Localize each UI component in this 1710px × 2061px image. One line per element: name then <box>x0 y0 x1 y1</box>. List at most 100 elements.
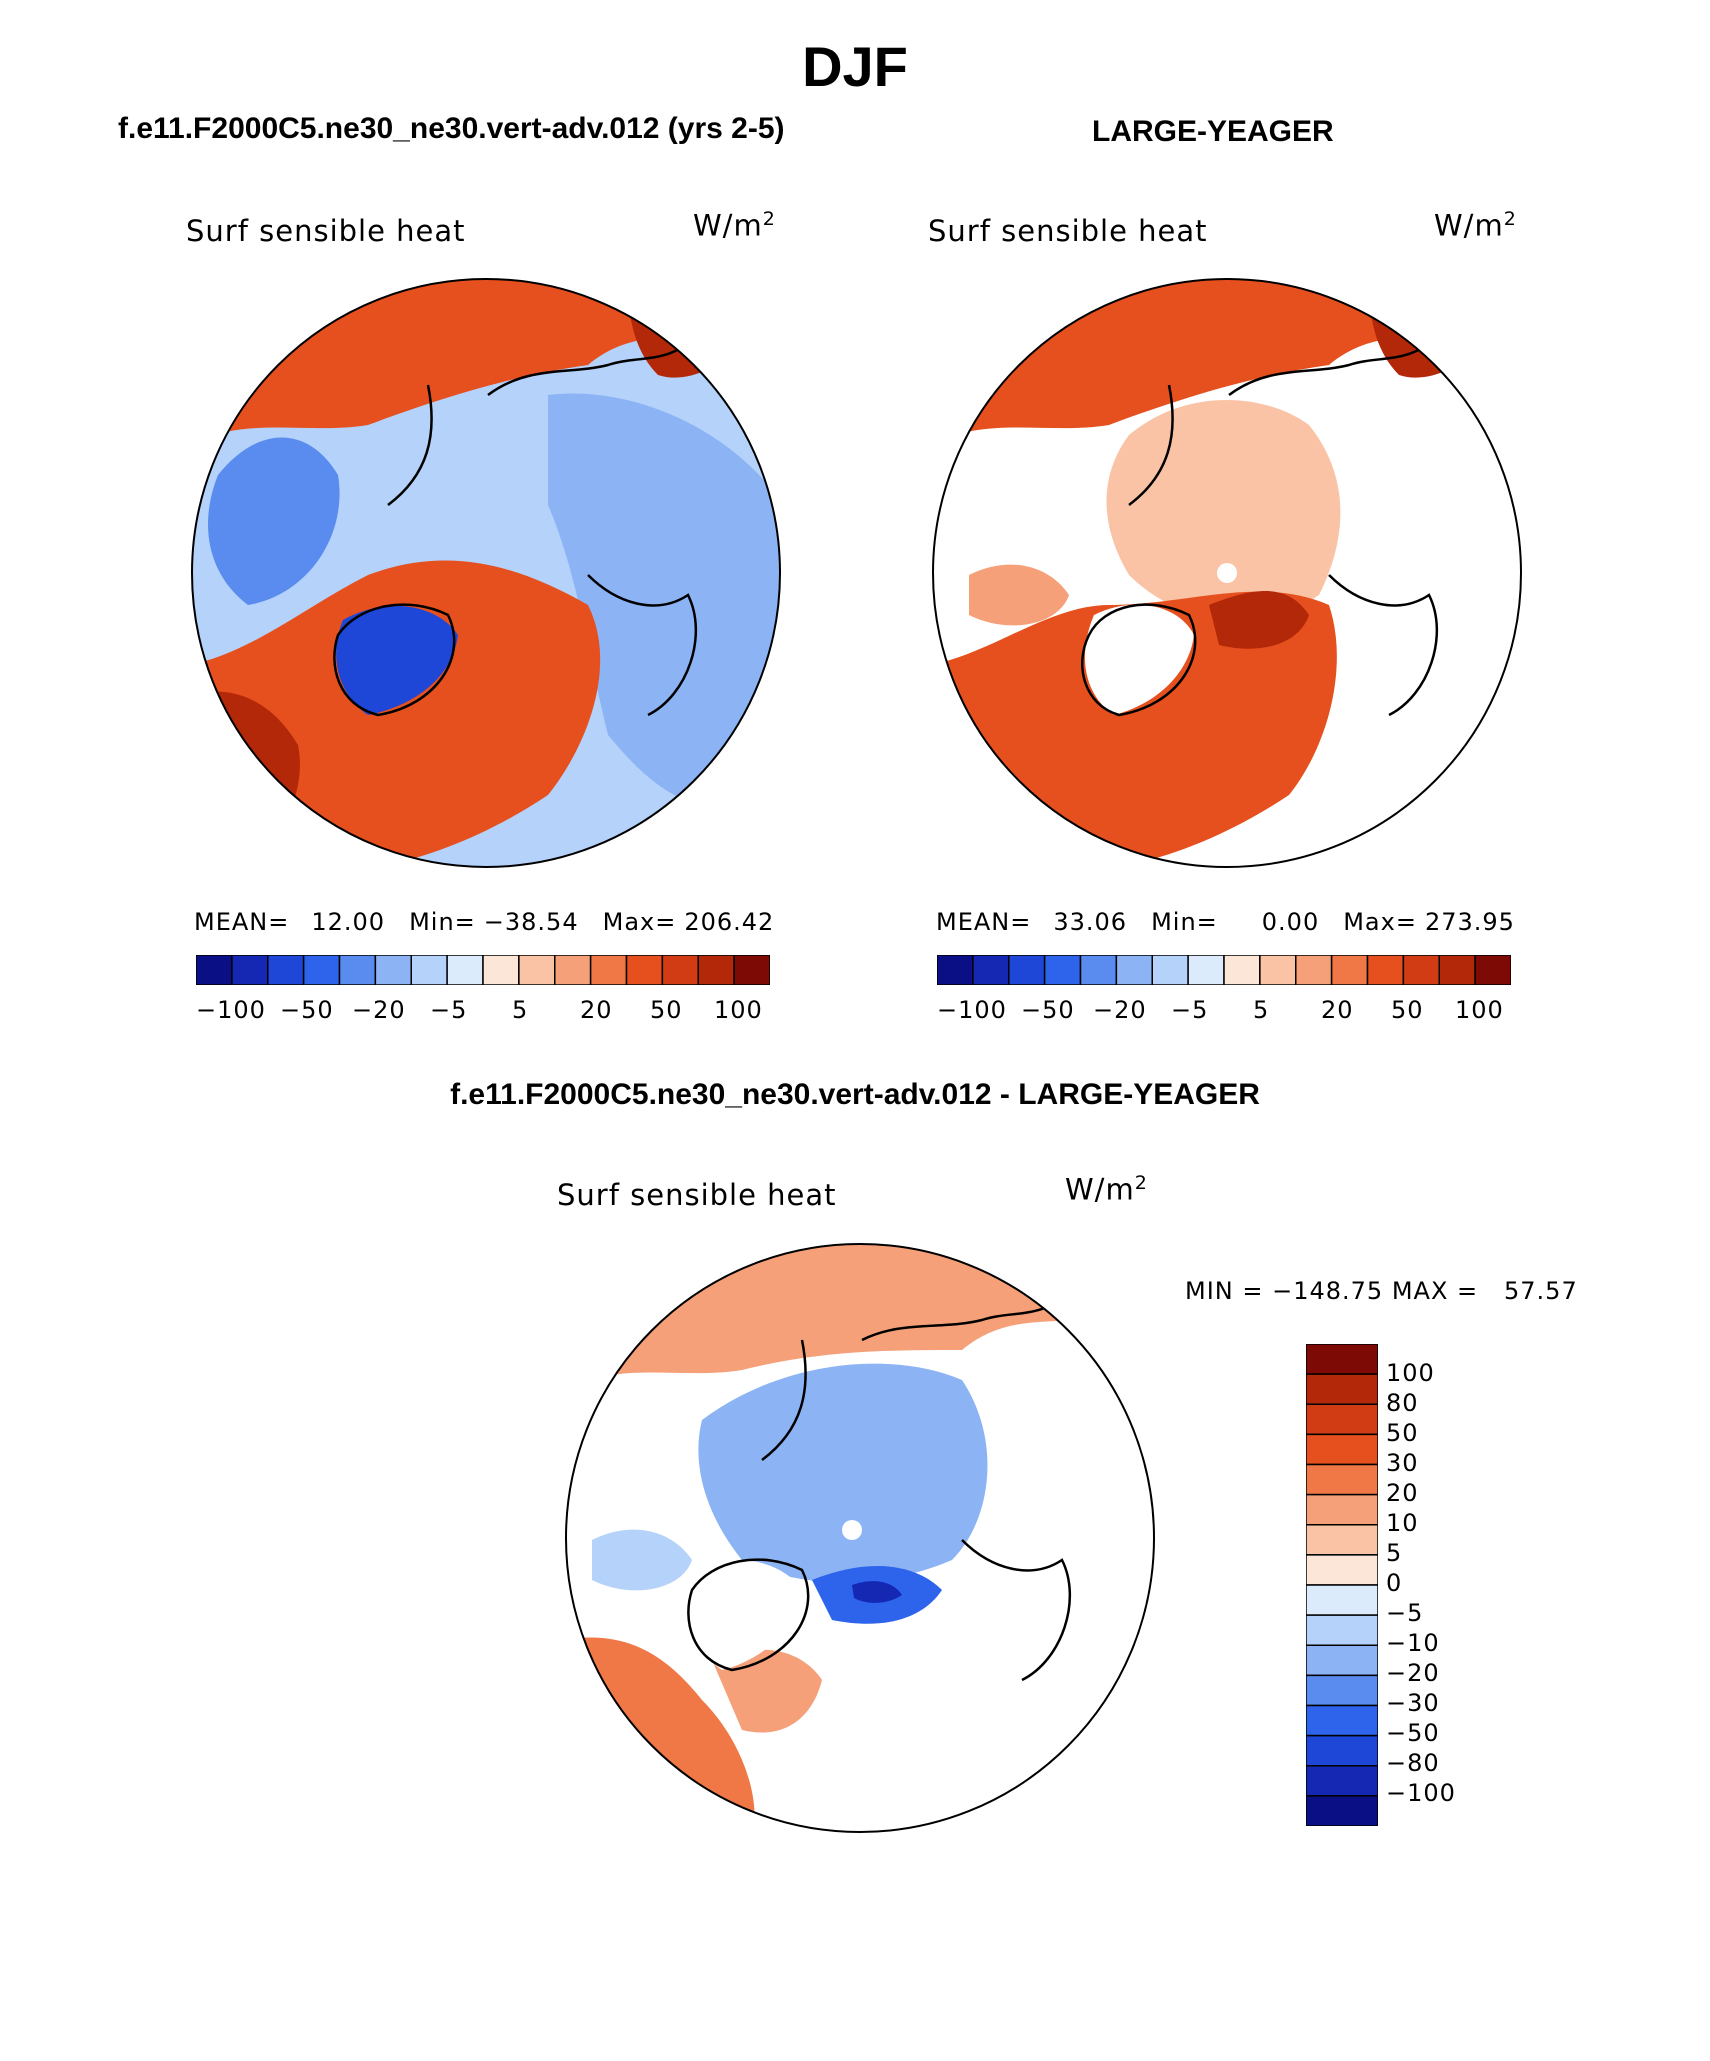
colorbar-box <box>697 955 735 985</box>
obs-polar-map <box>932 278 1522 868</box>
page-title: DJF <box>802 35 908 98</box>
colorbar-box <box>1306 1734 1378 1767</box>
model-colorbar-tick: 100 <box>714 996 763 1024</box>
model-greenland-cold <box>336 605 458 715</box>
obs-arctic-ocean <box>1106 400 1341 620</box>
model-colorbar-ticks: −100 −50 −20 −5 5 20 50 100 <box>190 996 790 1026</box>
colorbar-box <box>302 955 341 985</box>
colorbar-box <box>661 955 699 985</box>
diff-variable-label: Surf sensible heat <box>557 1178 837 1212</box>
colorbar-box <box>1306 1644 1378 1677</box>
diff-greenland-mask <box>683 1559 802 1670</box>
model-colorbar-tick: −50 <box>280 996 334 1024</box>
colorbar-box <box>446 955 484 985</box>
diff-nordic-warm <box>712 1649 822 1733</box>
colorbar-box <box>1306 1674 1378 1707</box>
colorbar-box <box>1438 955 1476 985</box>
diff-arctic-cold <box>698 1363 988 1583</box>
model-colorbar-tick: 5 <box>512 996 529 1024</box>
diff-colorbar-tick: 5 <box>1386 1539 1403 1567</box>
colorbar-box <box>1306 1493 1378 1526</box>
obs-colorbar-tick: 20 <box>1321 996 1354 1024</box>
colorbar-box <box>1008 955 1046 985</box>
colorbar-box <box>482 955 520 985</box>
diff-colorbar-tick: −100 <box>1386 1779 1456 1807</box>
colorbar-box <box>1295 955 1333 985</box>
diff-colorbar-tick: 0 <box>1386 1569 1403 1597</box>
colorbar-box <box>972 955 1010 985</box>
model-units-label: W/m2 <box>693 208 776 243</box>
diff-colorbar-tick: 20 <box>1386 1479 1419 1507</box>
diff-colorbar <box>1306 1344 1378 1826</box>
diff-colorbar-tick: 100 <box>1386 1359 1435 1387</box>
diff-colorbar-tick: −10 <box>1386 1629 1440 1657</box>
colorbar-box <box>1306 1795 1378 1826</box>
colorbar-box <box>1306 1373 1378 1405</box>
diff-colorbar-tick: 10 <box>1386 1509 1419 1537</box>
obs-baffin-warm <box>969 564 1069 626</box>
diff-colorbar-tick: 50 <box>1386 1419 1419 1447</box>
colorbar-box <box>1474 955 1511 985</box>
colorbar-box <box>1259 955 1297 985</box>
model-stats-line: MEAN= 12.00 Min= −38.54 Max= 206.42 <box>194 908 775 936</box>
colorbar-box <box>589 955 628 985</box>
obs-pole-marker <box>1217 563 1237 583</box>
model-colorbar <box>196 955 770 985</box>
diff-pole-marker <box>842 1520 862 1540</box>
colorbar-box <box>1366 955 1405 985</box>
obs-units-label: W/m2 <box>1434 208 1517 243</box>
obs-coastlines <box>1081 334 1440 717</box>
obs-colorbar-tick: −100 <box>937 996 1007 1024</box>
diff-colorbar-tick: 80 <box>1386 1389 1419 1417</box>
diff-colorbar-tick: −5 <box>1386 1599 1424 1627</box>
obs-colorbar-tick: −5 <box>1171 996 1209 1024</box>
obs-colorbar-tick: −20 <box>1093 996 1147 1024</box>
colorbar-box <box>374 955 412 985</box>
colorbar-box <box>518 955 556 985</box>
colorbar-box <box>1043 955 1082 985</box>
model-colorbar-tick: 50 <box>650 996 683 1024</box>
colorbar-box <box>1151 955 1189 985</box>
obs-variable-label: Surf sensible heat <box>928 214 1208 248</box>
obs-panel-title: LARGE-YEAGER <box>1092 115 1334 148</box>
colorbar-box <box>267 955 305 985</box>
colorbar-box <box>1223 955 1261 985</box>
model-panel-title: f.e11.F2000C5.ne30_ne30.vert-adv.012 (yr… <box>118 112 785 145</box>
diff-colorbar-tick: −80 <box>1386 1749 1440 1777</box>
obs-colorbar-tick: −50 <box>1021 996 1075 1024</box>
diff-polar-map <box>565 1243 1155 1833</box>
obs-greenland-mask <box>1084 604 1194 715</box>
obs-colorbar-tick: 100 <box>1455 996 1504 1024</box>
model-canada-cold <box>208 437 340 605</box>
diff-colorbar-tick: −20 <box>1386 1659 1440 1687</box>
colorbar-box <box>1306 1704 1378 1737</box>
colorbar-box <box>1306 1524 1378 1556</box>
colorbar-box <box>1115 955 1153 985</box>
colorbar-box <box>338 955 377 985</box>
obs-colorbar-ticks: −100 −50 −20 −5 5 20 50 100 <box>931 996 1531 1026</box>
model-eurasia-cold <box>548 393 780 805</box>
model-colorbar-tick: −20 <box>352 996 406 1024</box>
diff-colorbar-tick: 30 <box>1386 1449 1419 1477</box>
colorbar-box <box>554 955 592 985</box>
model-colorbar-tick: −5 <box>430 996 468 1024</box>
diff-minmax-label: MIN = −148.75 MAX = 57.57 <box>1185 1277 1578 1305</box>
model-colorbar-tick: −100 <box>196 996 266 1024</box>
obs-stats-line: MEAN= 33.06 Min= 0.00 Max= 273.95 <box>936 908 1515 936</box>
colorbar-box <box>1187 955 1225 985</box>
colorbar-box <box>1306 1614 1378 1646</box>
obs-atlantic-hot <box>1209 591 1309 649</box>
diff-barents-coldest <box>852 1581 902 1603</box>
model-colorbar-tick: 20 <box>580 996 613 1024</box>
colorbar-box <box>733 955 770 985</box>
colorbar-box <box>1402 955 1440 985</box>
colorbar-box <box>1306 1584 1378 1616</box>
colorbar-box <box>625 955 664 985</box>
colorbar-box <box>1306 1765 1378 1797</box>
colorbar-box <box>1306 1344 1378 1375</box>
colorbar-box <box>1306 1433 1378 1466</box>
obs-colorbar-tick: 5 <box>1253 996 1270 1024</box>
colorbar-box <box>1330 955 1369 985</box>
colorbar-box <box>1306 1403 1378 1436</box>
diff-units-label: W/m2 <box>1065 1172 1148 1207</box>
